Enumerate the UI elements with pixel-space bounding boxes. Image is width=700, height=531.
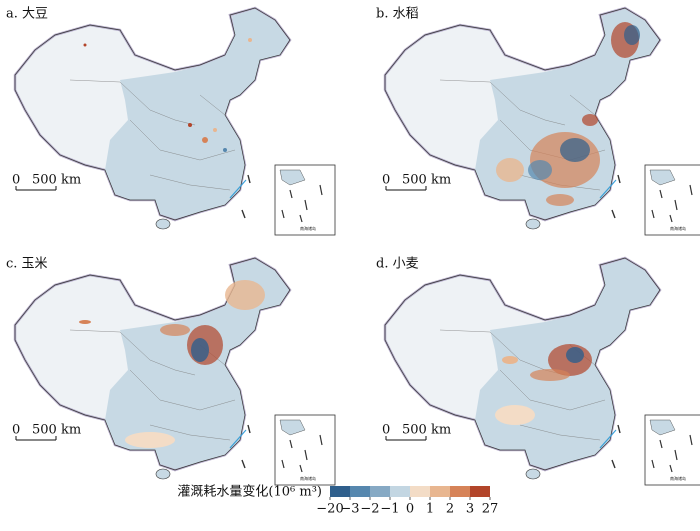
legend-swatch: [450, 486, 470, 497]
legend-tick-label: 1: [426, 502, 434, 517]
panel-label: b. 水稻: [376, 7, 419, 22]
change-patches: [79, 280, 265, 448]
inset-label: 南海诸岛: [670, 475, 686, 481]
scale-zero: 0: [12, 423, 20, 438]
change-patches: [495, 344, 592, 425]
inset-label: 南海诸岛: [300, 225, 316, 231]
legend-swatch: [470, 486, 490, 497]
map: [383, 6, 700, 237]
panel-soybean: a. 大豆 0 500 km 南海诸岛: [6, 6, 337, 237]
inset-label: 南海诸岛: [670, 225, 686, 231]
legend-swatch: [350, 486, 370, 497]
legend-swatch: [430, 486, 450, 497]
map: [13, 256, 337, 487]
scale-length: 500 km: [402, 173, 451, 188]
scale-length: 500 km: [402, 423, 451, 438]
legend-title: 灌溉耗水量变化(10⁶ m³): [177, 484, 322, 500]
legend-tick-label: 2: [446, 502, 454, 517]
legend-tick-label: 3: [466, 502, 474, 517]
scale-length: 500 km: [32, 173, 81, 188]
legend: 灌溉耗水量变化(10⁶ m³) −20−3 −2 −1 0 1 2 3 27: [177, 484, 498, 517]
change-patches: [83, 38, 252, 152]
scale-length: 500 km: [32, 423, 81, 438]
inset-label: 南海诸岛: [300, 475, 316, 481]
legend-swatch: [330, 486, 350, 497]
legend-tick-label: −1: [380, 502, 399, 517]
panel-rice: b. 水稻 0 500 km 南海诸岛: [376, 6, 700, 237]
legend-tick-label: 27: [482, 502, 499, 517]
panel-maize: c. 玉米 0 500 km 南海诸岛: [6, 256, 337, 487]
panel-label: c. 玉米: [6, 257, 48, 272]
legend-tick-label: −3: [340, 502, 359, 517]
legend-tick-label: −20: [316, 502, 343, 517]
scale-zero: 0: [382, 173, 390, 188]
scale-zero: 0: [12, 173, 20, 188]
panel-wheat: d. 小麦 0 500 km 南海诸岛: [376, 257, 700, 487]
map: [13, 6, 337, 237]
panel-label: d. 小麦: [376, 257, 419, 272]
legend-tick-label: −2: [360, 502, 379, 517]
change-patches: [496, 22, 640, 206]
panel-label: a. 大豆: [6, 7, 48, 22]
scale-zero: 0: [382, 423, 390, 438]
legend-swatch: [370, 486, 390, 497]
legend-swatch: [410, 486, 430, 497]
legend-swatch: [390, 486, 410, 497]
legend-tick-label: 0: [406, 502, 414, 517]
